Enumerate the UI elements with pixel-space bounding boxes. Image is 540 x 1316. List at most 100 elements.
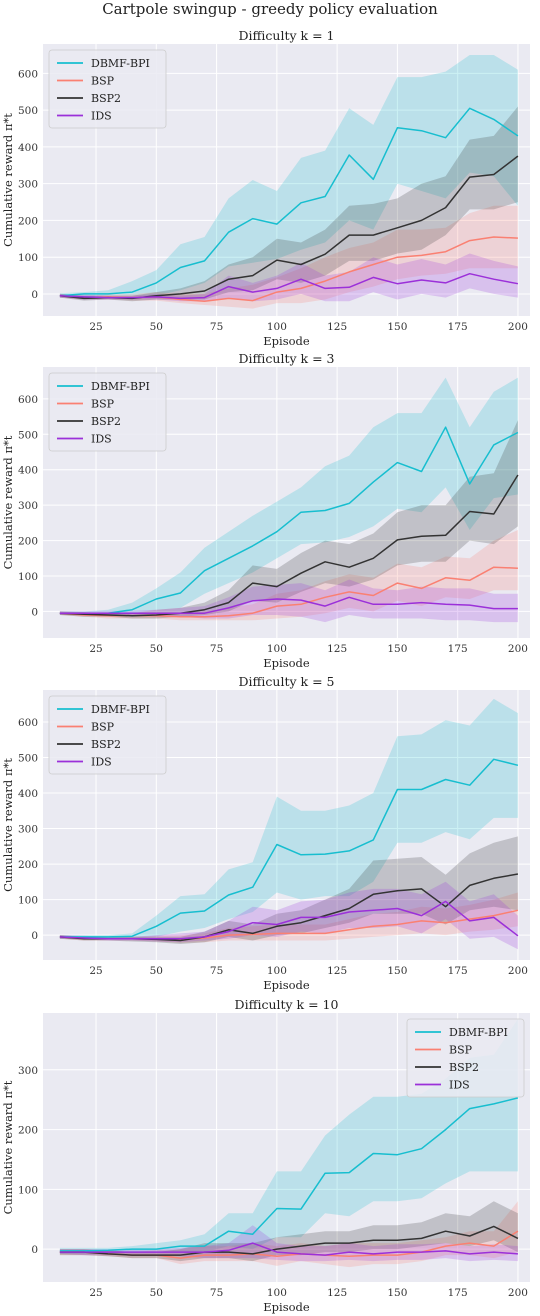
legend-box [48,695,167,775]
x-tick-label: 50 [150,643,163,655]
x-tick-label: 100 [267,321,287,333]
band-bsp2 [59,420,518,619]
band-dbmf-bpi [59,377,518,615]
x-tick-label: 200 [508,1287,528,1299]
panel-title: Difficulty k = 10 [235,997,339,1012]
x-tick-label: 100 [267,1287,287,1299]
legend-label: BSP [91,398,115,411]
x-tick-label: 50 [150,965,163,977]
y-tick-label: 200 [18,859,38,871]
x-tick-label: 125 [327,1287,347,1299]
chart-panels: 25 50 75 100 125 150 175 2000100200300400500600… [1,28,530,1314]
y-tick-label: 300 [18,179,38,191]
band-dbmf-bpi [59,698,518,939]
y-tick-label: 500 [18,105,38,117]
y-tick-label: 300 [18,500,38,512]
x-tick-label: 75 [210,321,223,333]
y-tick-label: 0 [31,930,38,942]
legend: DBMF-BPI BSP BSP2 IDS [406,1018,525,1098]
plot-data [59,1019,519,1268]
x-tick-label: 75 [210,965,223,977]
x-tick-label: 100 [267,965,287,977]
y-axis-label: Cumulative reward π*t [1,1080,15,1214]
y-tick-label: 600 [18,394,38,406]
x-tick-label: 25 [89,965,102,977]
x-tick-label: 75 [210,643,223,655]
band-bsp2 [59,1201,518,1262]
band-bsp [59,530,518,621]
line-ids [59,1242,518,1256]
legend-label: BSP [449,1044,473,1057]
x-tick-label: 175 [448,321,468,333]
line-dbmf-bpi [59,1097,519,1252]
legend-label: IDS [91,110,112,123]
y-tick-label: 200 [18,1125,38,1137]
line-dbmf-bpi [59,758,519,938]
y-tick-label: 100 [18,252,38,264]
legend: DBMF-BPI BSP BSP2 IDS [48,372,167,452]
chart-panel-3: 25 50 75 100 125 150 175 200 0 100 200 300 400 500 600… [1,674,530,992]
band-bsp [59,1201,518,1268]
x-axis-label: Episode [263,334,310,348]
y-tick-label: 500 [18,429,38,441]
legend-label: BSP2 [91,738,121,751]
band-bsp2 [59,836,518,944]
x-tick-label: 200 [508,321,528,333]
legend-label: DBMF-BPI [91,57,150,70]
line-ids [59,596,518,614]
y-tick-label: 200 [18,536,38,548]
y-tick-label: 100 [18,1184,38,1196]
band-ids [59,253,518,302]
legend-label: DBMF-BPI [91,380,150,393]
y-axis-label: Cumulative reward π*t [1,758,15,892]
x-axis-label: Episode [263,978,310,992]
x-tick-label: 100 [267,643,287,655]
band-ids [59,881,518,950]
legend-label: IDS [449,1079,470,1092]
band-ids [59,579,518,623]
y-tick-label: 300 [18,1065,38,1077]
y-tick-label: 500 [18,753,38,765]
x-tick-label: 150 [387,321,407,333]
line-bsp2 [59,474,519,617]
y-tick-label: 100 [18,571,38,583]
legend-box [406,1018,525,1098]
band-dbmf-bpi [59,55,518,298]
x-tick-label: 200 [508,643,528,655]
x-tick-label: 125 [327,643,347,655]
y-tick-label: 600 [18,717,38,729]
y-tick-label: 0 [31,289,38,301]
legend: DBMF-BPI BSP BSP2 IDS [48,695,167,775]
x-axis-label: Episode [263,1300,310,1314]
legend-label: BSP2 [91,92,121,105]
plot-data [59,55,519,309]
line-ids [59,900,519,940]
band-bsp [59,892,518,943]
legend-label: BSP [91,75,115,88]
y-tick-label: 600 [18,68,38,80]
chart-panel-2: 25 50 75 100 125 150 175 200 0 100 200 300 400 500 600… [1,351,530,670]
panel-title: Difficulty k = 3 [239,351,335,366]
x-tick-label: 150 [387,643,407,655]
y-tick-label: 400 [18,142,38,154]
legend-label: IDS [91,756,112,769]
chart-panel-4: 25 50 75 100 125 150 175 200 0 100 200 300 Difficult… [1,997,530,1314]
y-tick-label: 100 [18,895,38,907]
y-tick-label: 0 [31,606,38,618]
y-tick-label: 0 [31,1244,38,1256]
x-tick-label: 25 [89,321,102,333]
x-tick-label: 150 [387,965,407,977]
x-tick-label: 125 [327,965,347,977]
plot-data [59,698,519,950]
x-tick-label: 75 [210,1287,223,1299]
panel-title: Difficulty k = 5 [239,674,335,689]
legend-label: BSP2 [91,415,121,428]
y-tick-label: 200 [18,215,38,227]
x-tick-label: 175 [448,965,468,977]
x-tick-label: 50 [150,1287,163,1299]
band-bsp [59,205,518,309]
y-tick-label: 400 [18,788,38,800]
panel-title: Difficulty k = 1 [239,28,335,43]
legend-box [48,49,167,129]
